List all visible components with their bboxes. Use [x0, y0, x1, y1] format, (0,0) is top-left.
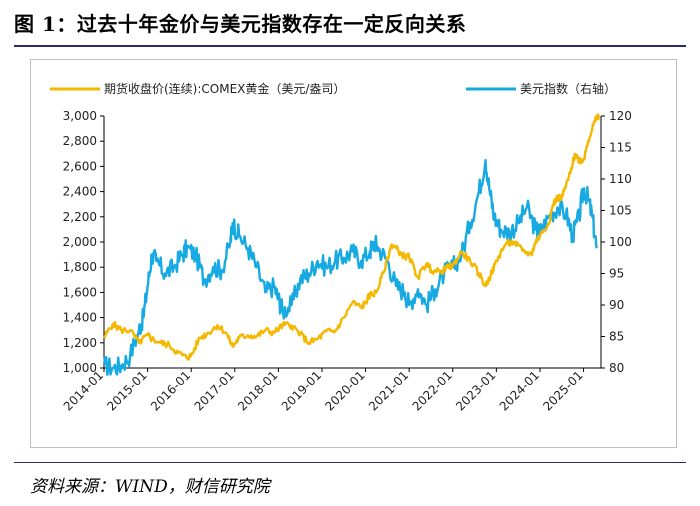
figure-title: 图 1：过去十年金价与美元指数存在一定反向关系: [14, 12, 467, 36]
x-tick-label: 2019-01: [279, 368, 324, 413]
x-tick-label: 2014-01: [61, 368, 106, 413]
right-tick-label: 85: [609, 330, 624, 344]
x-tick-label: 2025-01: [540, 368, 585, 413]
axes: [103, 116, 602, 369]
source-note: 资料来源：WIND，财信研究院: [30, 477, 270, 497]
chart-frame: [30, 59, 677, 448]
right-tick-label: 90: [609, 298, 624, 312]
right-tick-label: 120: [609, 109, 632, 123]
x-tick-label: 2024-01: [497, 368, 542, 413]
legend: 期货收盘价(连续):COMEX黄金（美元/盎司） 美元指数（右轴）: [50, 81, 616, 96]
right-axis-ticks: 80 85 90 95 100 105 110 115 120: [601, 109, 632, 375]
left-tick-label: 1,200: [63, 336, 97, 350]
left-tick-label: 2,600: [63, 159, 97, 173]
left-tick-label: 2,200: [63, 210, 97, 224]
left-tick-label: 3,000: [63, 109, 97, 123]
legend-gold-label: 期货收盘价(连续):COMEX黄金（美元/盎司）: [104, 81, 345, 96]
right-tick-label: 80: [609, 361, 624, 375]
x-tick-label: 2021-01: [366, 368, 411, 413]
x-axis-ticks: 2014-012015-012016-012017-012018-012019-…: [61, 368, 586, 414]
right-tick-label: 115: [609, 141, 632, 155]
x-tick-label: 2020-01: [322, 368, 367, 413]
right-tick-label: 105: [609, 204, 632, 218]
title-rule: [14, 45, 686, 47]
left-axis-ticks: 1,000 1,200 1,400 1,600 1,800 2,000 2,200 2,400…: [63, 109, 104, 375]
gold-price-line: [103, 113, 600, 361]
legend-usd-label: 美元指数（右轴）: [520, 81, 616, 96]
left-tick-label: 1,400: [63, 311, 97, 325]
left-tick-label: 1,800: [63, 260, 97, 274]
source-rule: [14, 462, 686, 463]
x-tick-label: 2016-01: [148, 368, 193, 413]
x-tick-label: 2017-01: [192, 368, 237, 413]
usd-index-line: [102, 158, 598, 376]
right-tick-label: 110: [609, 172, 632, 186]
left-tick-label: 2,400: [63, 185, 97, 199]
left-tick-label: 2,800: [63, 134, 97, 148]
x-tick-label: 2023-01: [453, 368, 498, 413]
right-tick-label: 100: [609, 235, 632, 249]
x-tick-label: 2018-01: [235, 368, 280, 413]
usd-index-series: [102, 158, 598, 376]
gold-price-series: [103, 113, 600, 361]
x-tick-label: 2022-01: [410, 368, 455, 413]
left-tick-label: 1,600: [63, 285, 97, 299]
right-tick-label: 95: [609, 267, 624, 281]
left-tick-label: 1,000: [63, 361, 97, 375]
left-tick-label: 2,000: [63, 235, 97, 249]
